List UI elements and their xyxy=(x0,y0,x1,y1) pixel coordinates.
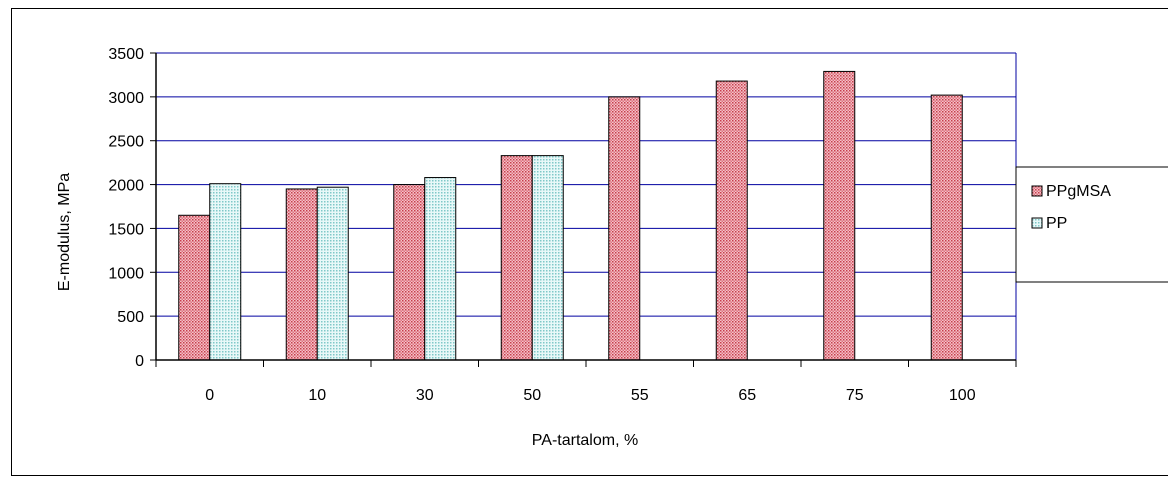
bar-ppgmsa-30 xyxy=(393,184,426,361)
y-tick-label: 1000 xyxy=(108,265,144,282)
legend-swatch-ppgmsa xyxy=(1031,185,1043,197)
bars xyxy=(178,70,963,361)
bar-ppgmsa-0 xyxy=(178,214,211,361)
x-tick-label: 0 xyxy=(205,387,214,404)
gridlines xyxy=(156,52,1017,360)
x-tick-label: 55 xyxy=(631,387,649,404)
bar-pp-10 xyxy=(316,186,349,361)
y-tick-label: 3000 xyxy=(108,90,144,107)
x-tick-label: 100 xyxy=(949,387,976,404)
legend-label-pp: PP xyxy=(1046,215,1067,232)
x-tick-label: 50 xyxy=(523,387,541,404)
tick-labels: 0 500 1000 1500 2000 2500 3000 3500 0 10 30 50 55 65 7… xyxy=(108,46,975,404)
bar-ppgmsa-65 xyxy=(715,80,748,361)
y-tick-label: 3500 xyxy=(108,46,144,63)
y-tick-label: 2000 xyxy=(108,178,144,195)
y-tick-label: 0 xyxy=(135,353,144,370)
x-tick-label: 65 xyxy=(738,387,756,404)
y-axis-label: E-modulus, MPa xyxy=(56,173,73,291)
bar-pp-30 xyxy=(424,177,457,361)
x-tick-label: 75 xyxy=(846,387,864,404)
y-tick-label: 1500 xyxy=(108,221,144,238)
x-tick-label: 10 xyxy=(308,387,326,404)
x-tick-label: 30 xyxy=(416,387,434,404)
bar-ppgmsa-10 xyxy=(285,188,318,361)
bar-pp-50 xyxy=(531,155,564,361)
legend: PPgMSA PP xyxy=(1015,166,1168,283)
y-tick-label: 500 xyxy=(117,309,144,326)
bar-ppgmsa-75 xyxy=(823,70,856,361)
bar-ppgmsa-100 xyxy=(930,94,963,361)
legend-swatch-pp xyxy=(1031,217,1043,229)
bar-pp-0 xyxy=(209,183,242,361)
y-tick-label: 2500 xyxy=(108,134,144,151)
legend-label-ppgmsa: PPgMSA xyxy=(1046,183,1111,200)
axes xyxy=(150,52,1017,367)
x-axis-label: PA-tartalom, % xyxy=(532,432,638,449)
bar-ppgmsa-55 xyxy=(608,96,641,361)
bar-ppgmsa-50 xyxy=(500,155,533,361)
